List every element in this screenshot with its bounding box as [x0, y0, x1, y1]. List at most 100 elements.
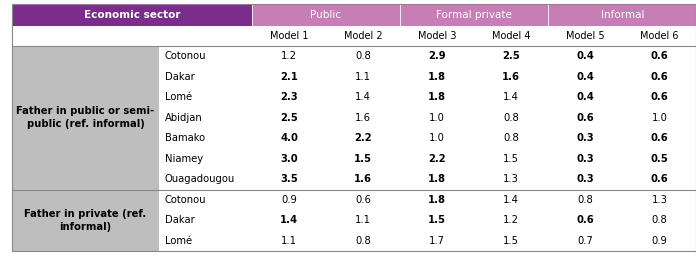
Bar: [548, 87, 622, 108]
Text: Abidjan: Abidjan: [165, 113, 203, 123]
Bar: [159, 231, 252, 251]
Bar: [400, 4, 548, 26]
Bar: [548, 169, 622, 190]
Text: 0.3: 0.3: [576, 154, 594, 164]
Bar: [326, 210, 400, 231]
Bar: [474, 26, 548, 46]
Bar: [326, 231, 400, 251]
Bar: [326, 108, 400, 128]
Bar: [400, 67, 474, 87]
Text: Lomé: Lomé: [165, 236, 192, 246]
Text: 0.8: 0.8: [503, 133, 519, 143]
Bar: [474, 67, 548, 87]
Bar: [474, 149, 548, 169]
Bar: [326, 26, 400, 46]
Text: 1.1: 1.1: [281, 236, 297, 246]
Text: 2.5: 2.5: [280, 113, 298, 123]
Bar: [622, 26, 696, 46]
Text: 2.5: 2.5: [503, 51, 520, 61]
Bar: [252, 190, 326, 210]
Text: Model 2: Model 2: [344, 31, 382, 41]
Text: 0.6: 0.6: [355, 195, 371, 205]
Bar: [252, 26, 326, 46]
Text: 1.8: 1.8: [428, 174, 446, 184]
Bar: [622, 67, 696, 87]
Bar: [252, 210, 326, 231]
Bar: [548, 46, 622, 67]
Text: 1.5: 1.5: [503, 154, 519, 164]
Bar: [622, 108, 696, 128]
Text: 1.3: 1.3: [503, 174, 519, 184]
Text: 0.8: 0.8: [651, 215, 667, 225]
Bar: [400, 46, 474, 67]
Bar: [622, 190, 696, 210]
Bar: [548, 67, 622, 87]
Bar: [400, 190, 474, 210]
Bar: [622, 128, 696, 149]
Bar: [400, 108, 474, 128]
Text: 2.3: 2.3: [280, 92, 298, 102]
Text: Father in private (ref.
informal): Father in private (ref. informal): [24, 209, 147, 232]
Bar: [252, 108, 326, 128]
Bar: [326, 169, 400, 190]
Bar: [159, 108, 252, 128]
Text: Informal: Informal: [601, 10, 644, 20]
Text: 3.0: 3.0: [280, 154, 298, 164]
Bar: [548, 128, 622, 149]
Text: Dakar: Dakar: [165, 215, 195, 225]
Text: 0.4: 0.4: [576, 92, 594, 102]
Bar: [326, 190, 400, 210]
Bar: [159, 67, 252, 87]
Bar: [548, 26, 622, 46]
Text: 1.4: 1.4: [503, 195, 519, 205]
Bar: [12, 190, 159, 251]
Text: 1.0: 1.0: [429, 113, 445, 123]
Bar: [159, 210, 252, 231]
Bar: [12, 46, 159, 190]
Bar: [474, 108, 548, 128]
Text: Dakar: Dakar: [165, 72, 195, 82]
Text: 0.8: 0.8: [355, 51, 371, 61]
Text: 1.4: 1.4: [280, 215, 298, 225]
Text: 1.5: 1.5: [428, 215, 446, 225]
Bar: [326, 46, 400, 67]
Bar: [159, 128, 252, 149]
Bar: [474, 87, 548, 108]
Text: Cotonou: Cotonou: [165, 51, 206, 61]
Bar: [548, 231, 622, 251]
Text: 1.5: 1.5: [354, 154, 372, 164]
Text: 1.3: 1.3: [651, 195, 667, 205]
Text: Father in public or semi-
public (ref. informal): Father in public or semi- public (ref. i…: [17, 106, 155, 129]
Bar: [622, 46, 696, 67]
Text: 0.5: 0.5: [651, 154, 668, 164]
Bar: [252, 231, 326, 251]
Text: Public: Public: [310, 10, 342, 20]
Bar: [159, 46, 252, 67]
Text: Model 3: Model 3: [418, 31, 457, 41]
Text: 0.8: 0.8: [503, 113, 519, 123]
Text: 1.5: 1.5: [503, 236, 519, 246]
Text: 0.3: 0.3: [576, 174, 594, 184]
Bar: [159, 190, 252, 210]
Text: 4.0: 4.0: [280, 133, 298, 143]
Text: 0.6: 0.6: [651, 174, 668, 184]
Bar: [622, 87, 696, 108]
Bar: [252, 128, 326, 149]
Text: 0.8: 0.8: [355, 236, 371, 246]
Bar: [252, 4, 400, 26]
Text: 2.9: 2.9: [428, 51, 446, 61]
Text: 3.5: 3.5: [280, 174, 298, 184]
Bar: [548, 190, 622, 210]
Bar: [474, 210, 548, 231]
Bar: [159, 149, 252, 169]
Text: 1.0: 1.0: [429, 133, 445, 143]
Bar: [400, 210, 474, 231]
Bar: [326, 87, 400, 108]
Bar: [548, 149, 622, 169]
Text: 0.9: 0.9: [651, 236, 667, 246]
Text: 1.2: 1.2: [281, 51, 297, 61]
Bar: [548, 4, 696, 26]
Text: 1.1: 1.1: [355, 215, 371, 225]
Bar: [400, 128, 474, 149]
Text: 1.8: 1.8: [428, 195, 446, 205]
